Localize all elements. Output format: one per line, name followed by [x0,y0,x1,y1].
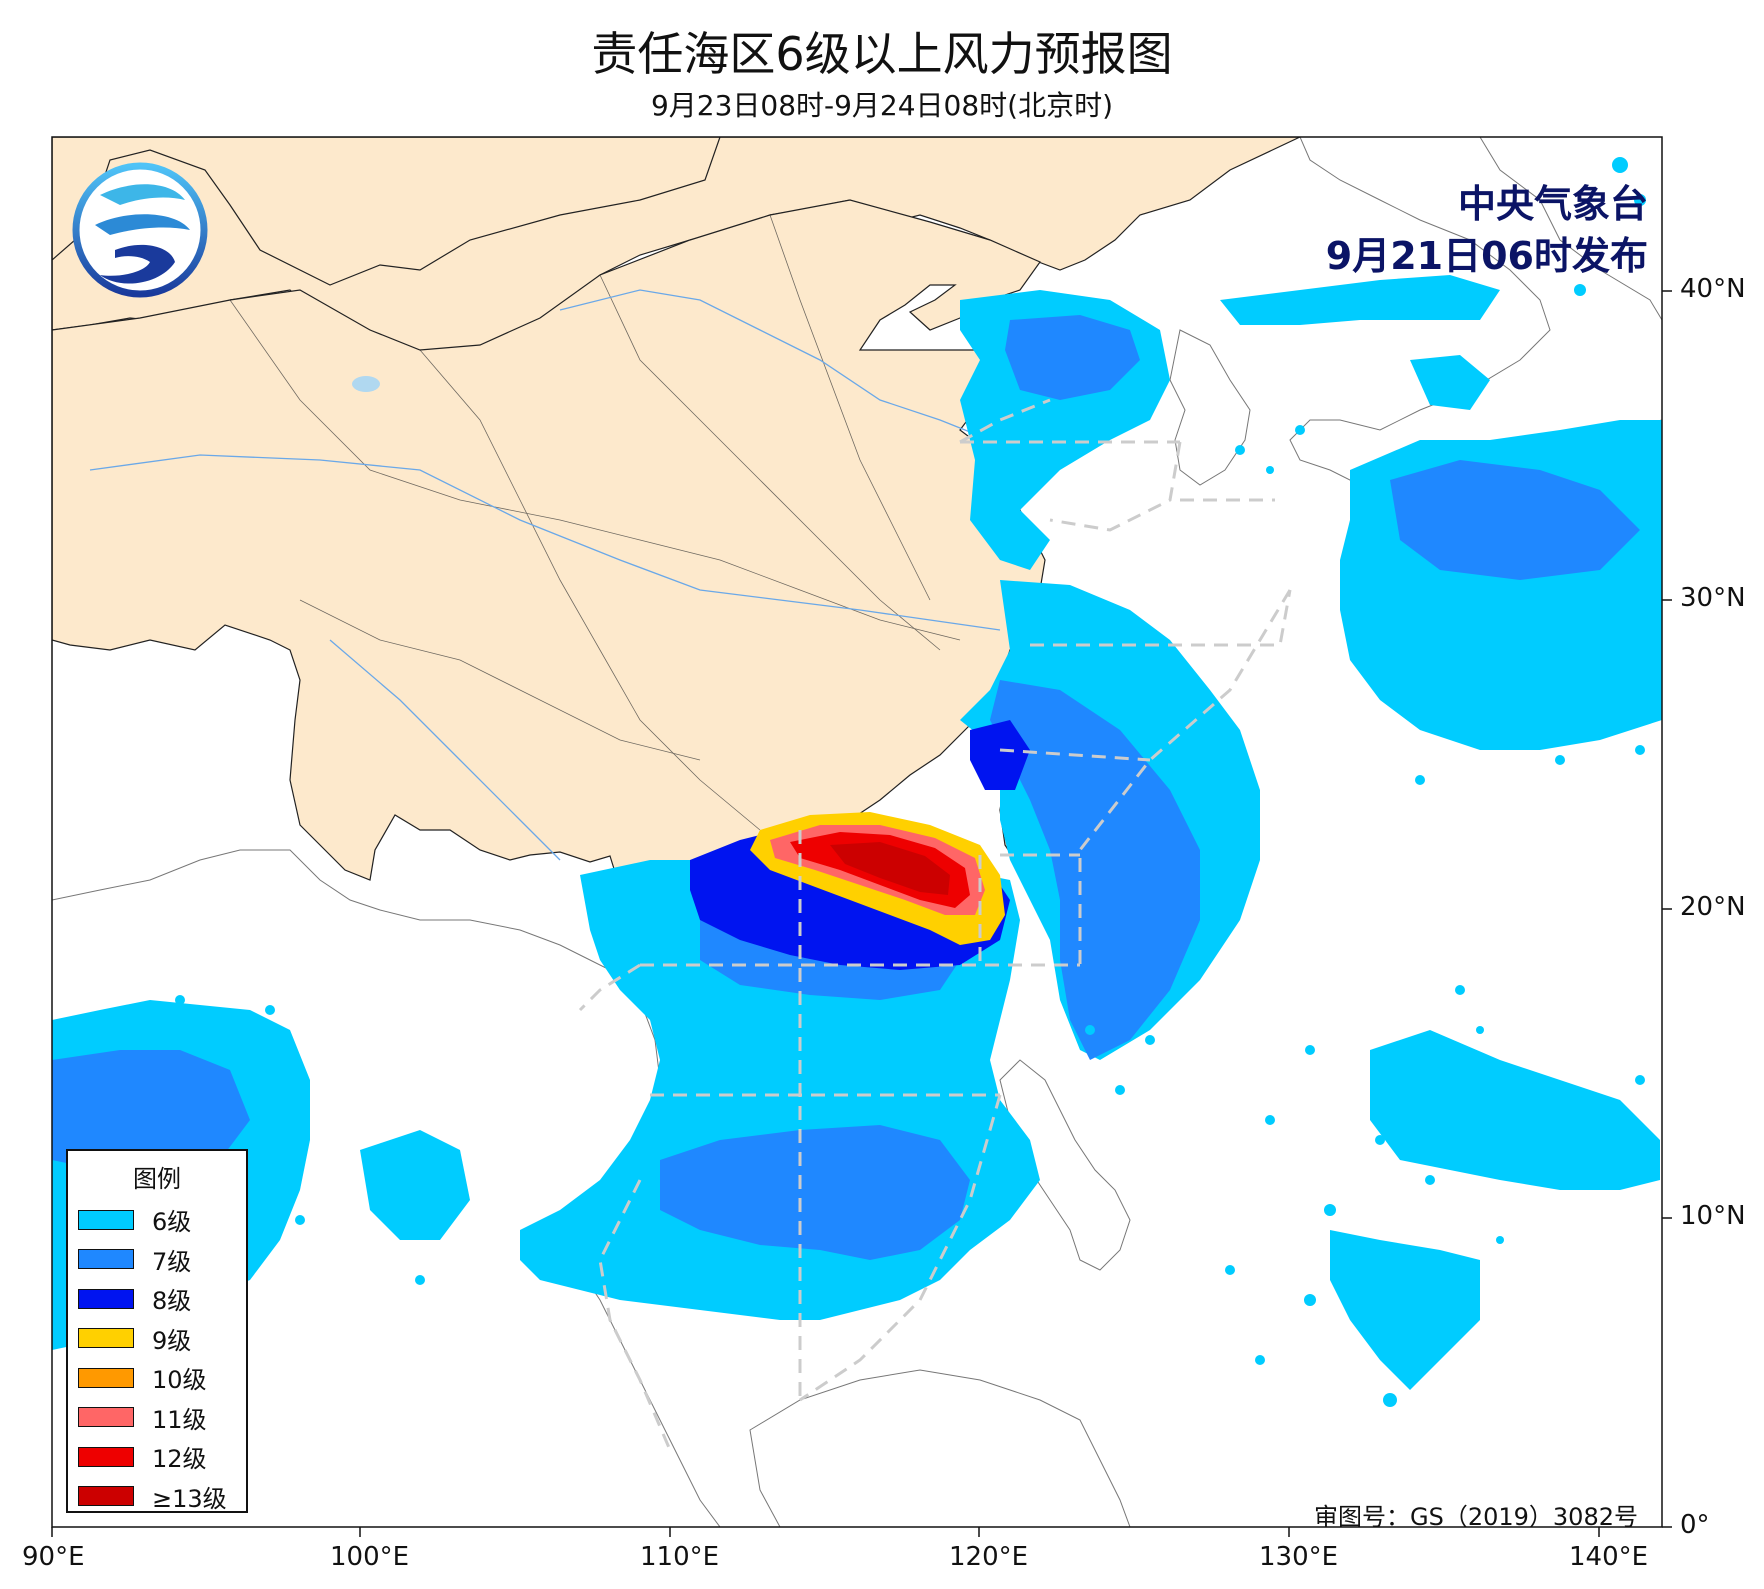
issuer-stamp: 中央气象台 9月21日06时发布 [1326,178,1648,282]
issuer-name: 中央气象台 [1457,182,1648,226]
legend-item: 7级 [68,1240,246,1280]
legend-item: 8级 [68,1279,246,1319]
legend-swatch [78,1407,134,1428]
legend-swatch [78,1209,134,1230]
lon-label-100: 100°E [330,1542,410,1572]
legend-swatch [78,1446,134,1467]
lat-label-0: 0° [1680,1510,1710,1540]
legend-item: 10级 [68,1358,246,1398]
sea-zone-lines [578,398,1292,1451]
issue-time: 9月21日06时发布 [1325,234,1648,278]
legend-label: ≥13级 [152,1484,227,1513]
lon-label-140: 140°E [1569,1542,1649,1572]
legend: 图例 6级 7级 8级 9级 10级 11级 12级 ≥13级 [66,1149,248,1513]
legend-label: 6级 [152,1208,192,1237]
legend-swatch [78,1288,134,1309]
legend-label: 9级 [152,1326,192,1355]
legend-label: 11级 [152,1405,207,1434]
legend-swatch [78,1486,134,1507]
map-frame [51,136,1663,1528]
legend-title: 图例 [133,1165,181,1193]
legend-item: 12级 [68,1437,246,1477]
province-borders [229,214,961,831]
legend-items: 6级 7级 8级 9级 10级 11级 12级 ≥13级 [68,1200,246,1516]
lat-label-30: 30°N [1680,583,1746,613]
legend-label: 8级 [152,1287,192,1316]
lon-label-110: 110°E [640,1542,720,1572]
cma-logo-icon [72,162,208,298]
lon-label-120: 120°E [949,1542,1029,1572]
legend-item: ≥13级 [68,1477,246,1517]
wind-level-7-areas [52,315,1640,1260]
legend-label: 10级 [152,1366,207,1395]
wind-speckles [175,157,1646,1407]
map-title: 责任海区6级以上风力预报图 [591,27,1173,81]
legend-item: 9级 [68,1319,246,1359]
wind-level-12-13-area [790,832,970,908]
legend-swatch [78,1328,134,1349]
lon-label-90: 90°E [22,1542,85,1572]
legend-item: 11级 [68,1398,246,1438]
legend-swatch [78,1367,134,1388]
qinghai-lake [352,376,380,392]
lon-label-130: 130°E [1259,1542,1339,1572]
lat-label-10: 10°N [1680,1201,1746,1231]
legend-label: 7级 [152,1247,192,1276]
lat-label-20: 20°N [1680,892,1746,922]
axis-ticks [51,290,1672,1537]
legend-swatch [78,1249,134,1270]
legend-item: 6级 [68,1200,246,1240]
lat-label-40: 40°N [1680,274,1746,304]
map-subtitle: 9月23日08时-9月24日08时(北京时) [650,89,1114,122]
map-approval-number: 审图号：GS（2019）3082号 [1314,1503,1638,1531]
rivers [89,289,1001,861]
legend-label: 12级 [152,1445,207,1474]
